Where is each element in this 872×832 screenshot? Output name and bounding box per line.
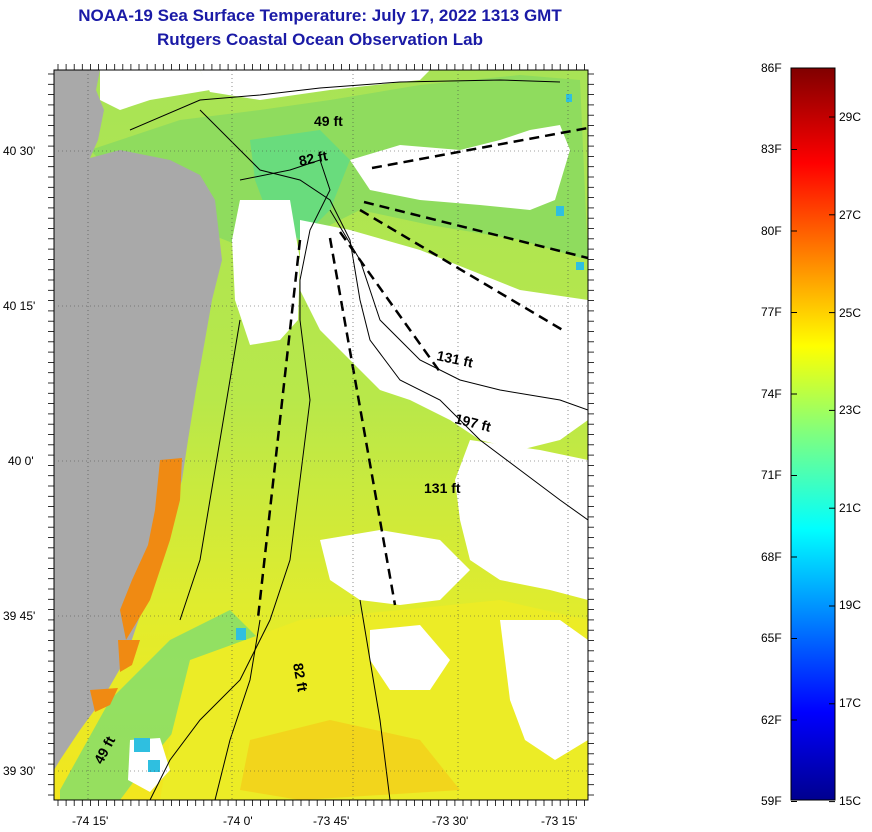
lat-label: 40 30': [3, 144, 35, 158]
survey-transects: [256, 126, 588, 619]
colorbar-c-label: 17C: [839, 696, 861, 710]
lon-label: -73 30': [432, 814, 468, 828]
map-title: NOAA-19 Sea Surface Temperature: July 17…: [78, 6, 562, 25]
colorbar-c-label: 19C: [839, 598, 861, 612]
depth-label: 131 ft: [424, 480, 461, 496]
colorbar-f-label: 68F: [761, 550, 782, 564]
map-frame: [53, 69, 589, 801]
lon-label: -73 15': [541, 814, 577, 828]
depth-label: 131 ft: [435, 347, 474, 370]
colorbar-c-label: 15C: [839, 794, 861, 808]
lon-label: -73 45': [313, 814, 349, 828]
depth-label: 82 ft: [290, 662, 311, 693]
colorbar-scale: [790, 67, 836, 801]
lat-label: 39 30': [3, 764, 35, 778]
colorbar-ticks: [791, 67, 835, 803]
axis-ticks: [48, 64, 594, 806]
colorbar-f-label: 83F: [761, 142, 782, 156]
depth-label: 49 ft: [314, 113, 343, 129]
colorbar-c-label: 25C: [839, 306, 861, 320]
colorbar-c-label: 21C: [839, 501, 861, 515]
map-subtitle: Rutgers Coastal Ocean Observation Lab: [157, 30, 483, 49]
map-grid: [54, 70, 588, 800]
lon-label: -74 0': [223, 814, 253, 828]
colorbar-c-label: 29C: [839, 110, 861, 124]
lat-label: 40 0': [8, 454, 34, 468]
lat-label: 39 45': [3, 609, 35, 623]
ocean-orange-patch: [240, 720, 460, 800]
colorbar-f-label: 77F: [761, 305, 782, 319]
colorbar-f-label: 86F: [761, 61, 782, 75]
colorbar-c-label: 27C: [839, 208, 861, 222]
lat-label: 40 15': [3, 299, 35, 313]
land-new-jersey: [54, 70, 222, 770]
colorbar-f-label: 65F: [761, 631, 782, 645]
lon-label: -74 15': [72, 814, 108, 828]
colorbar-f-label: 74F: [761, 387, 782, 401]
colorbar-f-label: 59F: [761, 794, 782, 808]
cool-water-patches: [134, 94, 584, 772]
colorbar-f-label: 62F: [761, 713, 782, 727]
colorbar-f-label: 71F: [761, 468, 782, 482]
depth-contours: [129, 79, 588, 800]
colorbar-c-label: 23C: [839, 403, 861, 417]
warm-coastal-strip: [90, 458, 182, 712]
colorbar-f-label: 80F: [761, 224, 782, 238]
depth-label: 82 ft: [297, 147, 329, 169]
map-body: [54, 70, 588, 800]
